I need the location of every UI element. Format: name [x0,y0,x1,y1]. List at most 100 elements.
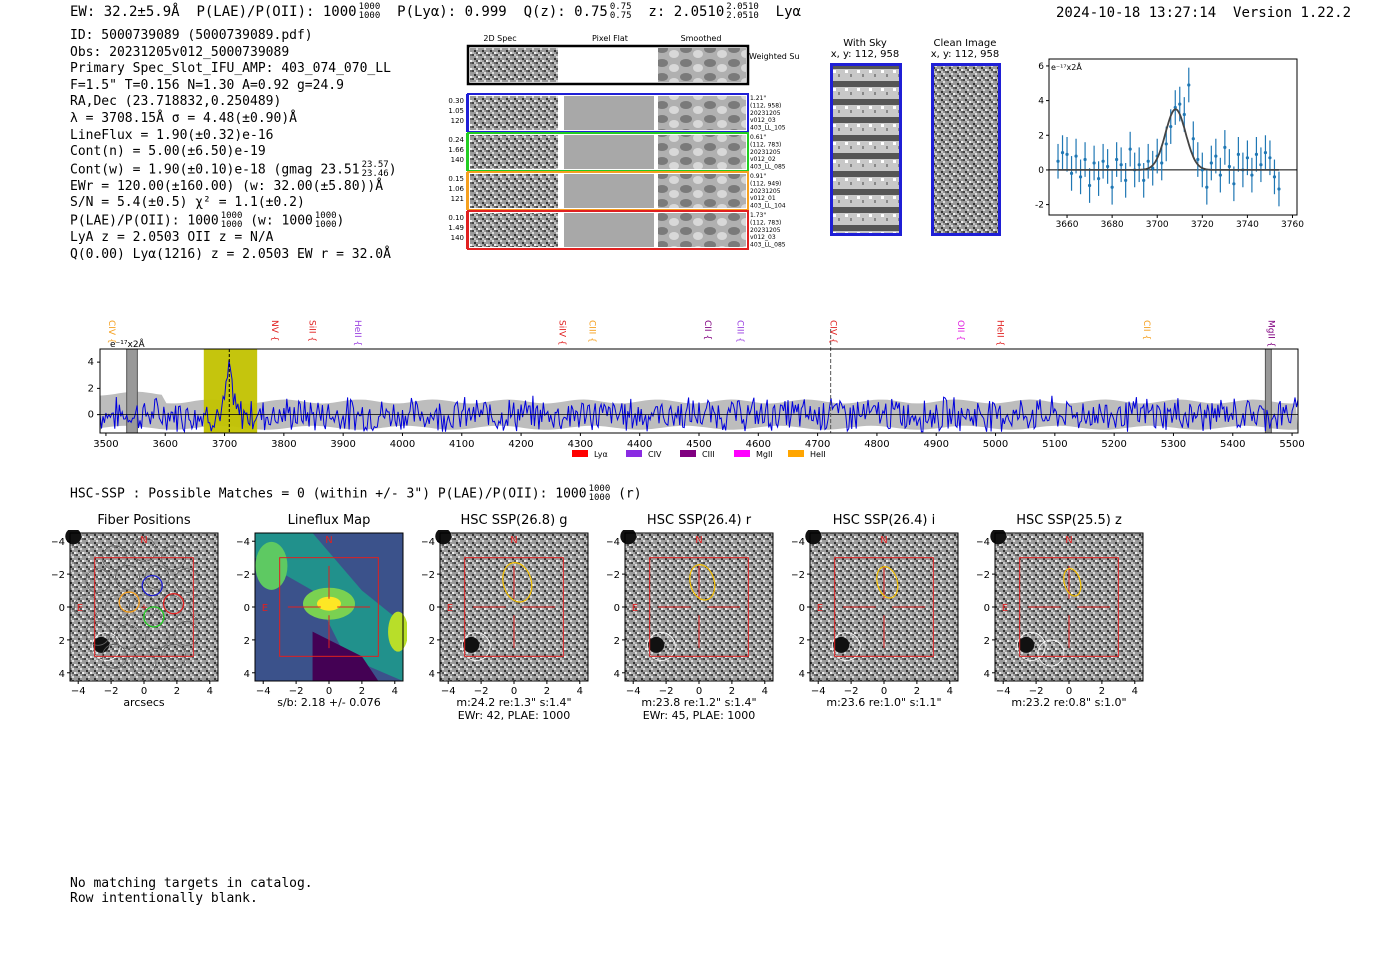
xtick-label: 2 [544,686,550,697]
spec-unit-label: e⁻¹⁷x2Å [110,338,146,350]
spec-line-label: SiII { [306,320,316,342]
hsc-panel-title: HSC SSP(25.5) z [1016,513,1122,528]
line-fit-chart: 3660 3680 3700 3720 3740 3760 -2 0 2 4 6 e⁻¹⁷x2Å [1035,58,1304,230]
xtick-label: −4 [626,686,641,697]
stamp-bg [625,533,773,681]
spec-ytick-label: 2 [88,383,94,394]
fit-point [1227,164,1231,169]
fit-point [1277,187,1281,191]
xtick-label: −2 [1029,686,1044,697]
gmag-lo: 23.46 [361,168,389,179]
cutout-meta: 403_LL_085 [750,242,786,249]
corner-source [990,530,1007,545]
fit-point [1232,182,1236,186]
hsc-band: (r) [618,486,642,502]
hsc-heading-text: HSC-SSP : Possible Matches = 0 (within +… [70,486,587,502]
fit-point [1182,112,1186,117]
cutout-2d [470,135,558,169]
info-contn: Cont(n) = 5.00(±6.50)e-19 [70,144,266,160]
cutout-2d [470,96,558,130]
fit-point [1272,175,1277,179]
cutout-meta: v012_03 [750,117,776,124]
ytick-label: 0 [429,603,435,614]
spec-legend-swatch [734,450,750,457]
fit-point [1259,163,1263,167]
hsc-panel-image: + N E −4 4 −2 2 0 0 2 −2 4 −4 [52,530,219,697]
hsc-panel-image: N E −4 4 −2 2 0 0 2 −2 4 −4 [607,530,774,697]
spec-legend-swatch [788,450,804,457]
fit-xtick-label: 3660 [1056,220,1079,230]
cutout-meta: v012_03 [750,234,776,241]
fit-point [1060,151,1065,155]
ytick-label: −2 [977,570,990,581]
cutout-meta: 20231205 [750,227,781,234]
fit-point [1169,125,1173,129]
neighbor-source [833,636,850,653]
xtick-label: 4 [207,686,213,697]
spec-highlight [203,349,258,433]
fiber-circle [174,620,200,646]
xtick-label: −2 [844,686,859,697]
fit-point [1173,105,1177,110]
plae-value: P(LAE)/P(OII): 1000 [196,4,357,20]
cutout-stat: 120 [451,117,464,125]
source-ellipse [689,564,716,601]
fit-point [1119,163,1123,167]
spec-legend-label: Lyα [594,450,608,459]
fiber-highlight [118,591,140,613]
fit-model-curve [1058,108,1279,171]
info-q: Q(0.00) Lyα(1216) z = 2.0503 EW r = 32.0… [70,246,391,262]
col-title-flat: Pixel Flat [592,34,628,43]
spec-xtick-label: 4200 [508,439,533,450]
fit-point [1083,157,1087,162]
xtick-label: 2 [359,686,365,697]
neighbor-source [648,636,665,653]
ytick-label: 2 [799,636,805,647]
fit-point [1236,152,1240,156]
cutout-stat: 0.24 [448,136,464,144]
hsc-panel-title: Fiber Positions [97,513,191,528]
info-id: ID: 5000739089 (5000739089.pdf) [70,28,313,43]
spec-legend-swatch [680,450,696,457]
fit-point [1106,164,1110,169]
info-plae-w: (w: 1000 [250,213,313,229]
line-id: Lyα [775,4,801,20]
ytick-label: −2 [237,570,250,581]
info-params: F=1.5" T=0.156 N=1.30 A=0.92 g=24.9 [70,77,344,93]
spec-xtick-label: 3900 [330,439,355,450]
xtick-label: 2 [729,686,735,697]
xtick-label: −4 [71,686,86,697]
fit-point [1110,185,1114,189]
source-ellipse [502,562,533,603]
spec-line-label: CIV { [106,320,116,344]
spec-line-label: CII { [1141,320,1151,340]
spec-xtick-label: 4700 [805,439,830,450]
ytick-label: 0 [984,603,990,614]
aperture-box [279,557,379,657]
neighbor-aperture [646,632,676,661]
ytick-label: 2 [984,636,990,647]
fit-point [1078,175,1083,179]
ytick-label: 2 [59,636,65,647]
detection-info: ID: 5000739089 (5000739089.pdf) Obs: 202… [70,28,397,263]
fit-point [1205,185,1209,189]
spec-xtick-label: 5400 [1220,439,1245,450]
fit-point [1218,173,1222,177]
footer-line2: Row intentionally blank. [70,891,258,906]
weighted-sum-frame [466,44,750,86]
corner-source [435,530,452,545]
neighbor-aperture [831,632,861,661]
info-plae-w-hi: 1000 [314,211,337,222]
xtick-label: 2 [914,686,920,697]
spec-xtick-label: 5300 [1161,439,1186,450]
spec-xtick-label: 4900 [924,439,949,450]
stamp-bg [440,533,588,681]
fit-xtick-label: 3720 [1191,220,1214,230]
fiber-cutouts: 2D Spec Pixel Flat Smoothed 0.30 1.05 120 1… [448,34,799,250]
spec-xtick-label: 3500 [93,439,118,450]
xtick-label: −2 [659,686,674,697]
east-label: E [77,603,83,614]
fiber-highlight [143,606,165,628]
z-lo: 2.0510 [726,11,759,21]
spec-xtick-label: 4000 [390,439,415,450]
